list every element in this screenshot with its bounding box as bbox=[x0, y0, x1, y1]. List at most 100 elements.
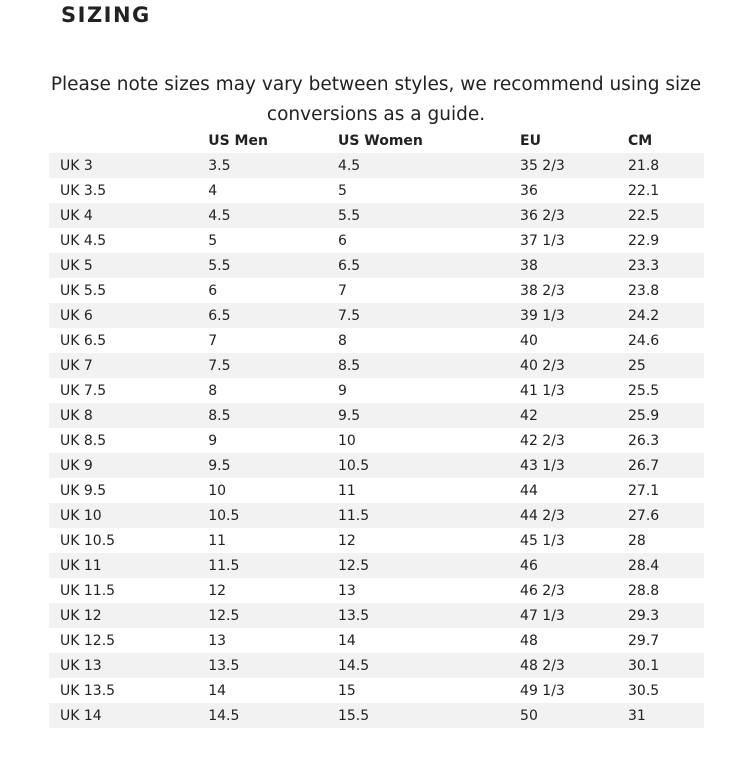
cell-uk: UK 7.5 bbox=[60, 382, 107, 399]
cell-us-men: 7.5 bbox=[208, 353, 338, 378]
table-row: UK 8.5 9 10 42 2/3 26.3 bbox=[49, 428, 704, 453]
table-row: UK 6 6.5 7.5 39 1/3 24.2 bbox=[49, 303, 704, 328]
cell-eu: 40 bbox=[520, 332, 538, 349]
cell-uk: UK 9 bbox=[49, 453, 209, 478]
cell-eu: 44 bbox=[520, 482, 538, 499]
page-heading: SIZING bbox=[61, 3, 151, 27]
cell-us-men: 11 bbox=[208, 532, 227, 549]
cell-us-men: 9 bbox=[208, 432, 218, 449]
cell-cm: 26.3 bbox=[628, 432, 660, 449]
cell-uk: UK 11 bbox=[49, 553, 209, 578]
table-row: UK 13.5 14 15 49 1/3 30.5 bbox=[49, 678, 704, 703]
cell-us-women: 13 bbox=[337, 582, 356, 599]
table-row: UK 6.5 7 8 40 24.6 bbox=[49, 328, 704, 353]
table-header: US Men US Women EU CM bbox=[49, 129, 704, 153]
table-row: UK 12 12.5 13.5 47 1/3 29.3 bbox=[49, 603, 704, 628]
cell-us-men: 12 bbox=[208, 582, 227, 599]
cell-us-women: 5.5 bbox=[337, 203, 521, 228]
cell-uk: UK 10 bbox=[49, 503, 209, 528]
cell-us-men: 4.5 bbox=[208, 203, 338, 228]
size-conversion-table: US Men US Women EU CM UK 3 3.5 4.5 35 2/3 21.8 U… bbox=[49, 129, 704, 728]
header-uk bbox=[49, 129, 208, 153]
table-row: UK 13 13.5 14.5 48 2/3 30.1 bbox=[49, 653, 704, 678]
cell-us-men: 12.5 bbox=[208, 603, 338, 628]
cell-eu: 48 2/3 bbox=[520, 653, 629, 678]
table-row: UK 3.5 4 5 36 22.1 bbox=[49, 178, 704, 203]
cell-us-women: 14.5 bbox=[337, 653, 521, 678]
cell-eu: 38 bbox=[520, 253, 629, 278]
cell-uk: UK 6 bbox=[49, 303, 209, 328]
cell-cm: 31 bbox=[628, 703, 704, 728]
cell-eu: 42 2/3 bbox=[520, 432, 565, 449]
header-eu: EU bbox=[520, 133, 541, 149]
cell-eu: 38 2/3 bbox=[520, 282, 565, 299]
cell-uk: UK 4.5 bbox=[60, 232, 107, 249]
cell-us-men: 10 bbox=[208, 482, 227, 499]
cell-us-men: 5.5 bbox=[208, 253, 338, 278]
cell-us-men: 14.5 bbox=[208, 703, 338, 728]
cell-us-women: 12 bbox=[337, 532, 356, 549]
cell-uk: UK 12.5 bbox=[60, 632, 116, 649]
cell-cm: 23.8 bbox=[628, 282, 660, 299]
table-row: UK 5.5 6 7 38 2/3 23.8 bbox=[49, 278, 704, 303]
cell-eu: 40 2/3 bbox=[520, 353, 629, 378]
cell-uk: UK 12 bbox=[49, 603, 209, 628]
table-row: UK 5 5.5 6.5 38 23.3 bbox=[49, 253, 704, 278]
cell-cm: 22.1 bbox=[628, 182, 660, 199]
cell-us-women: 8.5 bbox=[337, 353, 521, 378]
cell-us-men: 10.5 bbox=[208, 503, 338, 528]
cell-us-men: 8.5 bbox=[208, 403, 338, 428]
cell-cm: 28.8 bbox=[628, 582, 660, 599]
cell-cm: 27.6 bbox=[628, 503, 704, 528]
cell-us-men: 13.5 bbox=[208, 653, 338, 678]
cell-uk: UK 10.5 bbox=[60, 532, 116, 549]
cell-eu: 41 1/3 bbox=[520, 382, 565, 399]
cell-cm: 27.1 bbox=[628, 482, 660, 499]
cell-cm: 24.6 bbox=[628, 332, 660, 349]
cell-us-women: 6.5 bbox=[337, 253, 521, 278]
table-row: UK 11 11.5 12.5 46 28.4 bbox=[49, 553, 704, 578]
cell-us-women: 9.5 bbox=[337, 403, 521, 428]
cell-us-men: 6 bbox=[208, 282, 218, 299]
cell-eu: 35 2/3 bbox=[520, 153, 629, 178]
cell-uk: UK 11.5 bbox=[60, 582, 116, 599]
table-row: UK 11.5 12 13 46 2/3 28.8 bbox=[49, 578, 704, 603]
cell-us-women: 6 bbox=[337, 232, 347, 249]
cell-us-men: 4 bbox=[208, 182, 218, 199]
cell-uk: UK 3 bbox=[49, 153, 209, 178]
cell-uk: UK 6.5 bbox=[60, 332, 107, 349]
cell-us-men: 14 bbox=[208, 682, 227, 699]
cell-eu: 46 bbox=[520, 553, 629, 578]
cell-us-men: 9.5 bbox=[208, 453, 338, 478]
cell-us-women: 11.5 bbox=[337, 503, 521, 528]
table-row: UK 10 10.5 11.5 44 2/3 27.6 bbox=[49, 503, 704, 528]
cell-us-men: 6.5 bbox=[208, 303, 338, 328]
cell-eu: 36 bbox=[520, 182, 538, 199]
cell-uk: UK 3.5 bbox=[60, 182, 107, 199]
cell-uk: UK 14 bbox=[49, 703, 209, 728]
table-row: UK 9.5 10 11 44 27.1 bbox=[49, 478, 704, 503]
table-row: UK 10.5 11 12 45 1/3 28 bbox=[49, 528, 704, 553]
cell-uk: UK 5.5 bbox=[60, 282, 107, 299]
cell-eu: 49 1/3 bbox=[520, 682, 565, 699]
cell-cm: 29.3 bbox=[628, 603, 704, 628]
cell-eu: 37 1/3 bbox=[520, 232, 565, 249]
cell-cm: 21.8 bbox=[628, 153, 704, 178]
cell-us-women: 15.5 bbox=[337, 703, 521, 728]
cell-cm: 25 bbox=[628, 353, 704, 378]
cell-cm: 22.9 bbox=[628, 232, 660, 249]
table-body: UK 3 3.5 4.5 35 2/3 21.8 UK 3.5 4 5 36 22.1 UK 4 4.… bbox=[49, 153, 704, 728]
cell-uk: UK 4 bbox=[49, 203, 209, 228]
cell-eu: 50 bbox=[520, 703, 629, 728]
table-row: UK 4 4.5 5.5 36 2/3 22.5 bbox=[49, 203, 704, 228]
table-row: UK 12.5 13 14 48 29.7 bbox=[49, 628, 704, 653]
header-us-men: US Men bbox=[208, 133, 268, 149]
cell-eu: 48 bbox=[520, 632, 538, 649]
cell-us-women: 7 bbox=[337, 282, 347, 299]
cell-us-women: 9 bbox=[337, 382, 347, 399]
cell-eu: 46 2/3 bbox=[520, 582, 565, 599]
cell-us-women: 14 bbox=[337, 632, 356, 649]
cell-uk: UK 8.5 bbox=[60, 432, 107, 449]
cell-cm: 23.3 bbox=[628, 253, 704, 278]
cell-us-women: 15 bbox=[337, 682, 356, 699]
